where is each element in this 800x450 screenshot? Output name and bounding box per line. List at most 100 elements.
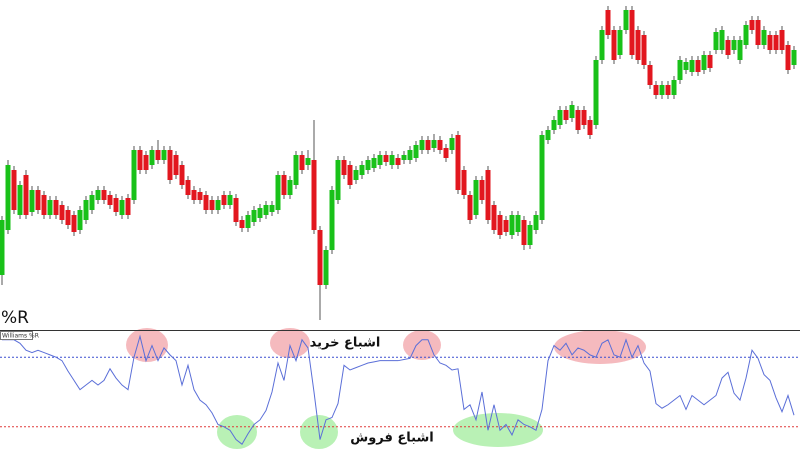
bullish-candle xyxy=(89,195,95,210)
bullish-candle xyxy=(527,225,533,245)
bullish-candle xyxy=(275,175,281,210)
bullish-candle xyxy=(515,215,521,232)
bearish-candle xyxy=(563,110,569,120)
bullish-candle xyxy=(95,190,101,200)
bearish-candle xyxy=(695,60,701,72)
bullish-candle xyxy=(245,215,251,228)
bearish-candle xyxy=(11,170,17,210)
bullish-candle xyxy=(83,200,89,220)
bullish-candle xyxy=(401,155,407,160)
bullish-candle xyxy=(305,158,311,165)
bullish-candle xyxy=(713,32,719,50)
bearish-candle xyxy=(443,148,449,158)
bearish-candle xyxy=(497,215,503,235)
bearish-candle xyxy=(467,195,473,220)
bullish-candle xyxy=(557,110,563,125)
bullish-candle xyxy=(263,205,269,215)
bullish-candle xyxy=(701,55,707,70)
annotation: اشباع فروش xyxy=(350,431,433,446)
bullish-candle xyxy=(689,60,695,72)
bearish-candle xyxy=(143,155,149,170)
bullish-candle xyxy=(731,40,737,50)
legend-label: Williams %R xyxy=(2,332,39,339)
bullish-candle xyxy=(737,40,743,60)
bearish-candle xyxy=(179,165,185,185)
bearish-candle xyxy=(665,85,671,95)
bearish-candle xyxy=(113,198,119,212)
overbought-zone xyxy=(126,328,168,362)
bullish-candle xyxy=(5,165,11,230)
bullish-candle xyxy=(599,30,605,60)
bullish-candle xyxy=(0,220,5,275)
bearish-candle xyxy=(707,55,713,68)
bearish-candle xyxy=(641,35,647,65)
bullish-candle xyxy=(419,140,425,150)
oversold-zone xyxy=(217,415,257,449)
bearish-candle xyxy=(191,190,197,200)
bullish-candle xyxy=(47,200,53,215)
bearish-candle xyxy=(503,220,509,232)
bullish-candle xyxy=(719,30,725,50)
bearish-candle xyxy=(53,200,59,215)
overbought-zone xyxy=(403,330,441,360)
bearish-candle xyxy=(437,140,443,150)
bearish-candle xyxy=(785,45,791,70)
bearish-candle xyxy=(101,190,107,200)
bullish-candle xyxy=(365,160,371,170)
bearish-candle xyxy=(581,110,587,125)
bullish-candle xyxy=(569,105,575,118)
bearish-candle xyxy=(23,175,29,215)
bearish-candle xyxy=(425,140,431,150)
bullish-candle xyxy=(131,150,137,200)
overbought-zone xyxy=(270,328,310,358)
bullish-candle xyxy=(791,50,797,65)
bearish-candle xyxy=(635,30,641,60)
bearish-candle xyxy=(479,180,485,200)
bearish-candle xyxy=(767,35,773,50)
bearish-candle xyxy=(65,210,71,225)
bullish-candle xyxy=(545,130,551,140)
bullish-candle xyxy=(389,155,395,165)
bullish-candle xyxy=(227,195,233,205)
annotation: اشباع خرید xyxy=(310,336,381,351)
bullish-candle xyxy=(293,155,299,185)
bullish-candle xyxy=(539,135,545,220)
bullish-candle xyxy=(269,205,275,212)
bullish-candle xyxy=(329,190,335,250)
bullish-candle xyxy=(407,150,413,160)
legend-box xyxy=(0,331,33,340)
bearish-candle xyxy=(197,192,203,200)
bullish-candle xyxy=(149,150,155,165)
indicator-title: %R xyxy=(1,308,29,328)
bullish-candle xyxy=(677,60,683,80)
bullish-candle xyxy=(287,180,293,195)
bearish-candle xyxy=(455,135,461,190)
bullish-candle xyxy=(761,30,767,45)
bullish-candle xyxy=(743,25,749,45)
bearish-candle xyxy=(137,150,143,170)
bullish-candle xyxy=(353,170,359,180)
bearish-candle xyxy=(395,158,401,165)
bullish-candle xyxy=(623,10,629,30)
bearish-candle xyxy=(233,198,239,222)
bullish-candle xyxy=(359,165,365,175)
bearish-candle xyxy=(299,155,305,170)
bearish-candle xyxy=(461,170,467,195)
bullish-candle xyxy=(413,145,419,158)
bearish-candle xyxy=(587,120,593,135)
bearish-candle xyxy=(311,160,317,230)
bullish-candle xyxy=(251,210,257,222)
bearish-candle xyxy=(317,230,323,285)
bearish-candle xyxy=(725,40,731,55)
bullish-candle xyxy=(377,155,383,165)
bearish-candle xyxy=(773,35,779,50)
bearish-candle xyxy=(125,198,131,215)
bullish-candle xyxy=(257,208,263,218)
bearish-candle xyxy=(647,65,653,85)
bearish-candle xyxy=(221,195,227,205)
bullish-candle xyxy=(335,160,341,200)
bearish-candle xyxy=(491,205,497,230)
bearish-candle xyxy=(749,20,755,30)
bearish-candle xyxy=(755,20,761,45)
